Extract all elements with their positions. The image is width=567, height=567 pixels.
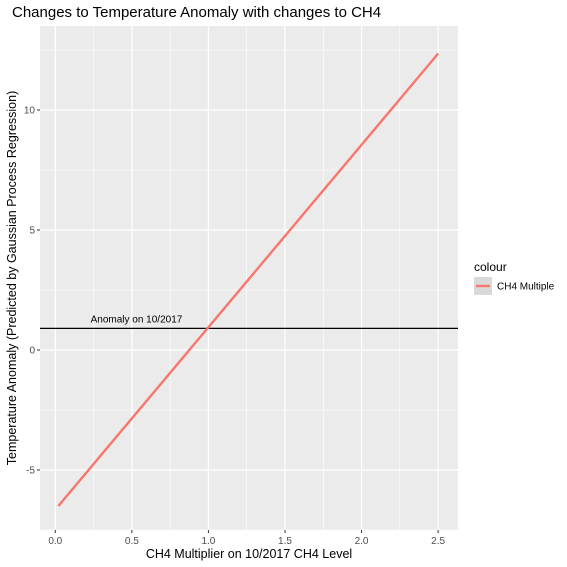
legend-title: colour <box>474 260 507 274</box>
x-tick-label: 1.5 <box>278 536 292 547</box>
y-tick-label: 5 <box>29 226 35 237</box>
series-layer <box>57 52 440 507</box>
x-tick-label: 2.0 <box>355 536 369 547</box>
x-axis-title: CH4 Multiplier on 10/2017 CH4 Level <box>146 547 352 561</box>
x-axis-ticks: 0.0 0.5 1.0 1.5 2.0 2.5 <box>48 530 445 547</box>
x-tick-label: 0.0 <box>48 536 62 547</box>
reference-line-layer: Anomaly on 10/2017 <box>40 314 458 329</box>
y-tick-label: 0 <box>29 346 35 357</box>
y-axis-title: Temperature Anomaly (Predicted by Gaussi… <box>5 91 19 465</box>
reference-hline-label: Anomaly on 10/2017 <box>91 314 183 325</box>
y-axis-ticks: -5 0 5 10 <box>24 106 40 477</box>
series-line <box>57 52 440 507</box>
x-tick-label: 0.5 <box>125 536 139 547</box>
y-tick-label: -5 <box>26 466 35 477</box>
legend-label: CH4 Multiple <box>497 282 555 293</box>
x-tick-label: 1.0 <box>201 536 215 547</box>
x-tick-label: 2.5 <box>431 536 445 547</box>
major-gridlines <box>40 26 458 530</box>
legend: colour CH4 Multiple <box>474 260 555 295</box>
chart-title: Changes to Temperature Anomaly with chan… <box>12 4 381 21</box>
y-tick-label: 10 <box>24 106 36 117</box>
